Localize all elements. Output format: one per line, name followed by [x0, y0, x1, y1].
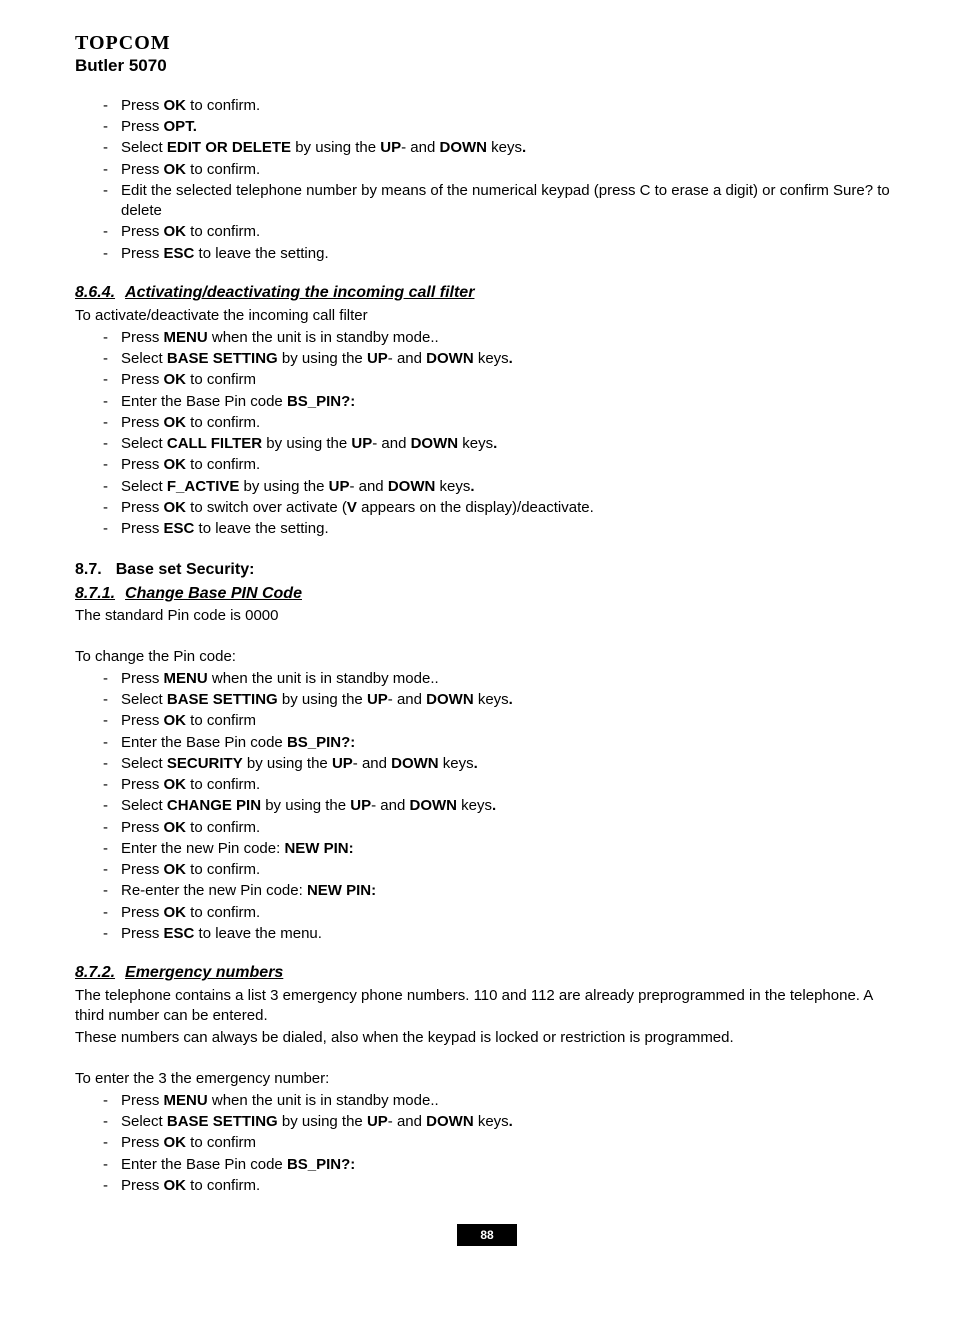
list-item: Enter the new Pin code: NEW PIN: — [103, 839, 899, 859]
section-8-7-heading: 8.7. Base set Security: — [75, 559, 899, 581]
list-item: Press OK to confirm. — [103, 903, 899, 923]
list-item: Press OK to confirm — [103, 711, 899, 731]
list-item: Press OPT. — [103, 117, 899, 137]
list-item: Select CHANGE PIN by using the UP- and D… — [103, 796, 899, 816]
subsection-8-7-1-heading: 8.7.1. Change Base PIN Code — [75, 583, 899, 605]
subsection-title: Change Base PIN Code — [125, 585, 302, 602]
list-item: Press OK to switch over activate (V appe… — [103, 498, 899, 518]
list-item: Enter the Base Pin code BS_PIN?: — [103, 392, 899, 412]
s872-para1: The telephone contains a list 3 emergenc… — [75, 986, 899, 1027]
list-item: Press MENU when the unit is in standby m… — [103, 328, 899, 348]
list-item: Press OK to confirm. — [103, 96, 899, 116]
subsection-title: Activating/deactivating the incoming cal… — [125, 284, 474, 301]
list-item: Press OK to confirm — [103, 370, 899, 390]
model-name: Butler 5070 — [75, 55, 899, 78]
s871-steps: Press MENU when the unit is in standby m… — [103, 669, 899, 944]
list-item: Press OK to confirm. — [103, 1176, 899, 1196]
subsection-8-7-2-heading: 8.7.2. Emergency numbers — [75, 962, 899, 984]
subsection-number: 8.7.1. — [75, 585, 115, 602]
list-item: Press OK to confirm. — [103, 775, 899, 795]
s872-steps: Press MENU when the unit is in standby m… — [103, 1091, 899, 1196]
list-item: Select EDIT OR DELETE by using the UP- a… — [103, 138, 899, 158]
s871-para2: To change the Pin code: — [75, 647, 899, 667]
list-item: Press MENU when the unit is in standby m… — [103, 669, 899, 689]
list-item: Press OK to confirm. — [103, 413, 899, 433]
list-item: Press OK to confirm. — [103, 818, 899, 838]
list-item: Press ESC to leave the menu. — [103, 924, 899, 944]
list-item: Press OK to confirm — [103, 1133, 899, 1153]
brand-logo: TOPCOM — [75, 30, 899, 57]
section-title: Base set Security: — [116, 561, 255, 578]
page-number: 88 — [457, 1224, 517, 1246]
list-item: Select BASE SETTING by using the UP- and… — [103, 690, 899, 710]
s871-para1: The standard Pin code is 0000 — [75, 606, 899, 626]
s864-lead: To activate/deactivate the incoming call… — [75, 306, 899, 326]
list-item: Edit the selected telephone number by me… — [103, 181, 899, 222]
list-item: Select CALL FILTER by using the UP- and … — [103, 434, 899, 454]
list-item: Select SECURITY by using the UP- and DOW… — [103, 754, 899, 774]
list-item: Select F_ACTIVE by using the UP- and DOW… — [103, 477, 899, 497]
list-item: Enter the Base Pin code BS_PIN?: — [103, 733, 899, 753]
subsection-title: Emergency numbers — [125, 964, 283, 981]
subsection-number: 8.7.2. — [75, 964, 115, 981]
list-item: Press OK to confirm. — [103, 860, 899, 880]
list-item: Press ESC to leave the setting. — [103, 244, 899, 264]
subsection-number: 8.6.4. — [75, 284, 115, 301]
section-number: 8.7. — [75, 561, 102, 578]
list-item: Re-enter the new Pin code: NEW PIN: — [103, 881, 899, 901]
list-item: Press OK to confirm. — [103, 160, 899, 180]
list-item: Press MENU when the unit is in standby m… — [103, 1091, 899, 1111]
list-item: Press OK to confirm. — [103, 222, 899, 242]
list-item: Press OK to confirm. — [103, 455, 899, 475]
intro-steps: Press OK to confirm.Press OPT.Select EDI… — [103, 96, 899, 264]
list-item: Press ESC to leave the setting. — [103, 519, 899, 539]
s872-para3: To enter the 3 the emergency number: — [75, 1069, 899, 1089]
list-item: Select BASE SETTING by using the UP- and… — [103, 1112, 899, 1132]
list-item: Select BASE SETTING by using the UP- and… — [103, 349, 899, 369]
s872-para2: These numbers can always be dialed, also… — [75, 1028, 899, 1048]
list-item: Enter the Base Pin code BS_PIN?: — [103, 1155, 899, 1175]
s864-steps: Press MENU when the unit is in standby m… — [103, 328, 899, 540]
subsection-8-6-4-heading: 8.6.4. Activating/deactivating the incomi… — [75, 282, 899, 304]
